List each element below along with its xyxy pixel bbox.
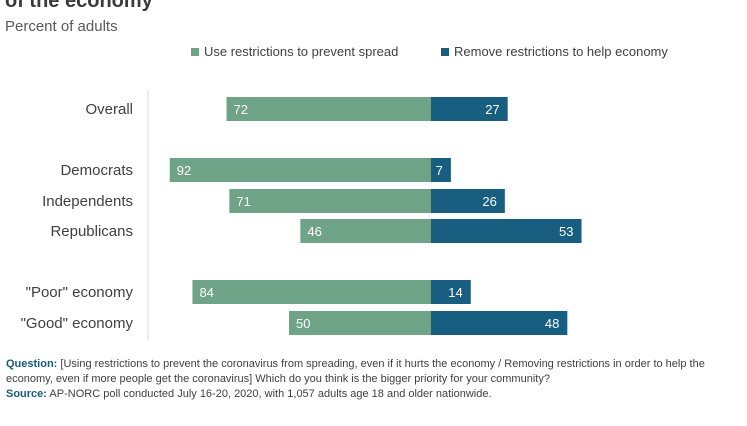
chart-legend: Use restrictions to prevent spread Remov… [0,44,747,62]
bar-remove-democrats [431,158,451,182]
data-label-remove-overall: 27 [485,102,499,117]
source-label: Source: [6,388,47,400]
question-label: Question: [6,358,58,370]
category-label-good-economy: "Good" economy [21,315,134,332]
bar-restrictions-good-economy [289,311,431,335]
bar-remove-independents [431,189,505,213]
category-label-democrats: Democrats [60,162,133,179]
data-label-remove-independents: 26 [482,194,496,209]
data-label-remove-good-economy: 48 [545,316,559,331]
chart-title: of the economy [5,0,153,12]
data-label-restrictions-republicans: 46 [307,224,321,239]
data-label-restrictions-good-economy: 50 [296,316,310,331]
chart-subtitle: Percent of adults [5,18,118,35]
bar-remove-poor-economy [431,280,471,304]
bar-restrictions-poor-economy [192,280,431,304]
bar-restrictions-overall [226,97,431,121]
data-label-restrictions-poor-economy: 84 [199,285,213,300]
category-label-overall: Overall [85,101,133,118]
data-label-remove-democrats: 7 [436,163,443,178]
legend-label-remove: Remove restrictions to help economy [454,44,668,59]
data-label-remove-poor-economy: 14 [448,285,462,300]
bar-remove-republicans [431,219,582,243]
bar-remove-good-economy [431,311,568,335]
question-text: [Using restrictions to prevent the coron… [6,358,705,385]
chart-footnote: Question: [Using restrictions to prevent… [6,357,741,402]
legend-label-restrictions: Use restrictions to prevent spread [204,44,399,59]
data-label-restrictions-democrats: 92 [177,163,191,178]
data-label-restrictions-independents: 71 [236,194,250,209]
legend-swatch-restrictions [191,47,199,56]
source-text: AP-NORC poll conducted July 16-20, 2020,… [49,388,492,400]
data-label-remove-republicans: 53 [559,224,573,239]
bar-restrictions-independents [229,189,431,213]
bar-restrictions-republicans [300,219,431,243]
bar-restrictions-democrats [169,158,431,182]
category-label-republicans: Republicans [50,223,133,240]
bar-remove-overall [431,97,508,121]
category-label-poor-economy: "Poor" economy [26,284,134,301]
legend-item-remove: Remove restrictions to help economy [441,44,668,59]
legend-item-restrictions: Use restrictions to prevent spread [191,44,398,59]
legend-swatch-remove [441,47,449,56]
category-label-independents: Independents [42,193,133,210]
data-label-restrictions-overall: 72 [234,102,248,117]
